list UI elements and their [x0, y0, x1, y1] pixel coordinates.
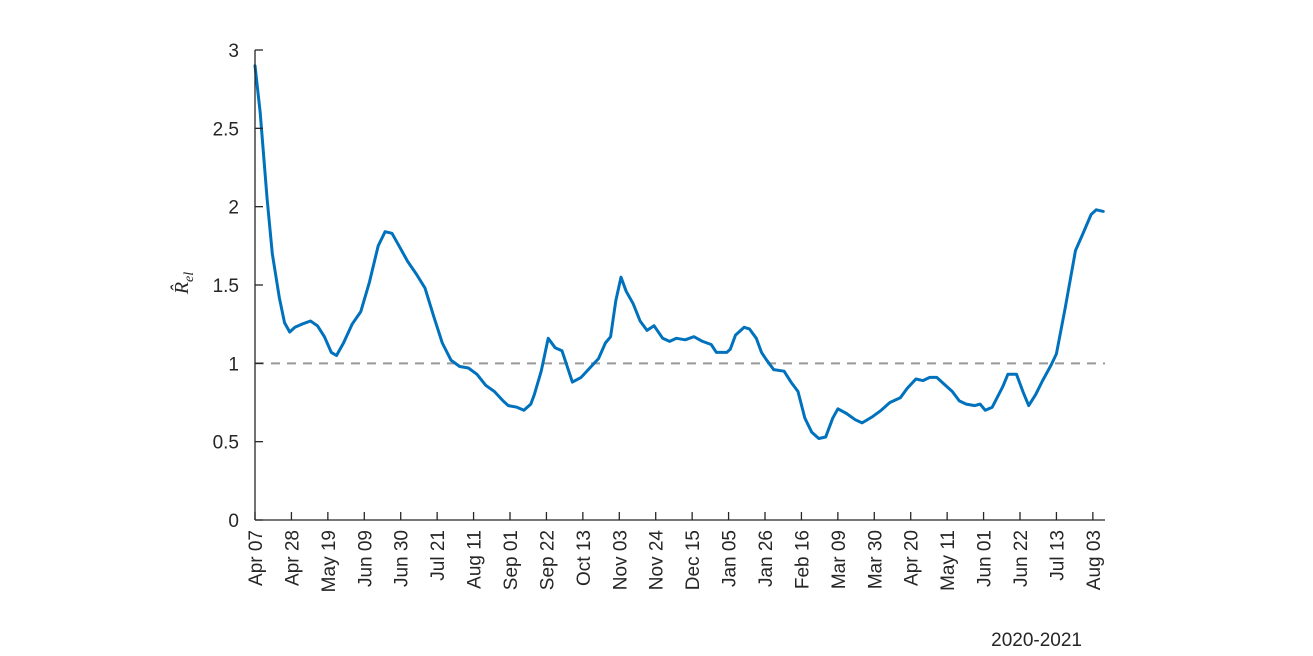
series-line-0: [253, 64, 1105, 440]
x-tick-label: Jul 21: [428, 530, 449, 581]
y-tick-label: 0.5: [213, 433, 239, 454]
x-tick-label: Apr 28: [282, 530, 303, 586]
x-tick-label: Apr 07: [246, 530, 267, 586]
x-tick-label: Jan 26: [756, 530, 777, 587]
x-tick-label: Jun 22: [1011, 530, 1032, 587]
x-tick-label: Nov 03: [610, 530, 631, 590]
x-tick-label: Jun 01: [975, 530, 996, 587]
x-tick-label: Sep 01: [501, 530, 522, 590]
y-tick-label: 2.5: [213, 119, 239, 140]
x-tick-label: Dec 15: [683, 530, 704, 590]
x-tick-label: May 11: [938, 530, 959, 591]
x-tick-label: Nov 24: [647, 530, 668, 591]
year-caption: 2020-2021: [991, 630, 1082, 651]
x-tick-label: Jul 13: [1047, 530, 1068, 581]
y-tick-label: 2: [228, 198, 239, 219]
x-tick-label: May 19: [319, 530, 340, 592]
x-tick-label: Jun 30: [392, 530, 413, 587]
y-axis-label-subscript: el: [182, 272, 197, 282]
y-tick-label: 1.5: [213, 276, 239, 297]
x-tick-label: Apr 20: [902, 530, 923, 586]
y-tick-label: 1: [228, 354, 239, 375]
x-tick-label: Jun 09: [355, 530, 376, 587]
x-tick-label: Sep 22: [537, 530, 558, 590]
x-tick-label: Oct 13: [574, 530, 595, 586]
x-tick-label: Mar 30: [865, 530, 886, 589]
axes-group: [254, 50, 1105, 521]
x-tick-label: Feb 16: [792, 530, 813, 589]
x-ticks-group: Apr 07 Apr 28 May 19 Jun 09 Jun 30 Jul 21 Aug …: [246, 512, 1105, 592]
y-tick-label: 3: [228, 41, 239, 62]
x-tick-label: Jan 05: [720, 530, 741, 587]
series-group: [253, 64, 1105, 440]
x-tick-label: Aug 03: [1084, 530, 1105, 590]
x-tick-label: Mar 09: [829, 530, 850, 589]
x-tick-label: Aug 11: [465, 530, 486, 589]
y-axis-label-group: R̂el: [170, 272, 197, 295]
y-axis-label: R̂el: [170, 272, 197, 295]
y-tick-label: 0: [228, 511, 239, 532]
y-ticks-group: 0 0.5 1 1.5 2 2.5 3: [213, 41, 263, 532]
